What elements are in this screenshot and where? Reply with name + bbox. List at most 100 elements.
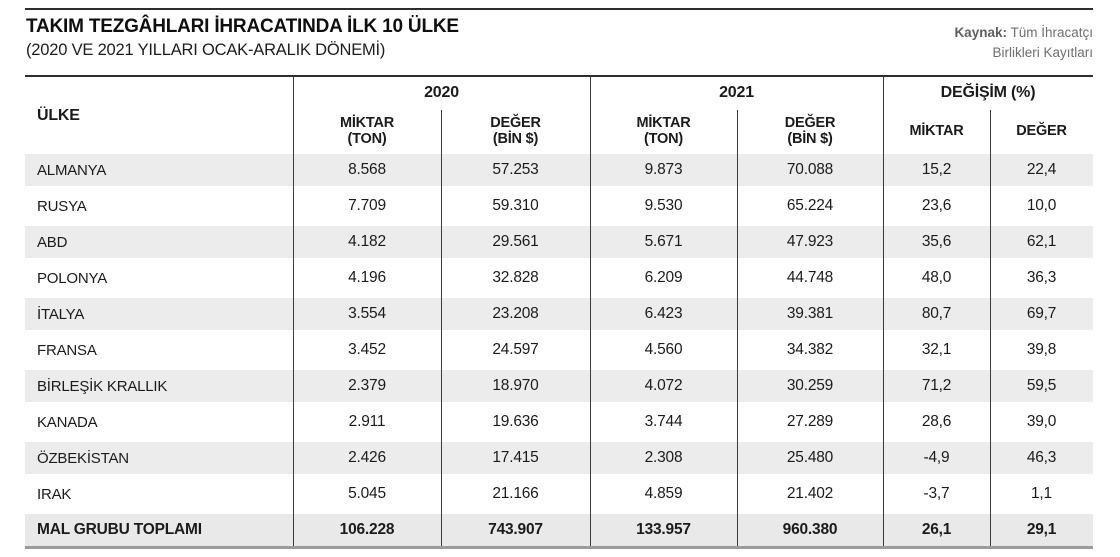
header-miktar-label: MİKTAR xyxy=(636,114,691,131)
header-2020-deger: DEĞER (BİN $) xyxy=(441,111,590,151)
cell-change-miktar: -3,7 xyxy=(923,485,950,502)
header-deger-label: DEĞER xyxy=(490,114,541,131)
source-line-2: Birlikleri Kayıtları xyxy=(992,45,1093,61)
table-row: ABD 4.182 29.561 5.671 47.923 35,6 62,1 xyxy=(25,226,1093,258)
cell-2021-deger: 27.289 xyxy=(786,413,834,430)
source-text-1: Tüm İhracatçı xyxy=(1006,25,1093,40)
header-group-2020: 2020 xyxy=(424,84,459,101)
cell-2020-deger: 18.970 xyxy=(492,377,539,394)
divider-2020-inner xyxy=(441,110,442,546)
cell-country: ABD xyxy=(37,233,68,251)
table-row: KANADA 2.911 19.636 3.744 27.289 28,6 39… xyxy=(25,406,1093,438)
table-row: RUSYA 7.709 59.310 9.530 65.224 23,6 10,… xyxy=(25,190,1093,222)
cell-2021-miktar: 4.560 xyxy=(644,341,683,358)
cell-change-deger: 10,0 xyxy=(1026,197,1057,214)
divider-2021-change xyxy=(883,77,884,546)
cell-2021-miktar: 2.308 xyxy=(644,449,683,466)
cell-2020-miktar: 3.554 xyxy=(348,305,386,322)
cell-total-2021-miktar: 133.957 xyxy=(636,521,691,538)
header-ton-label: (TON) xyxy=(643,131,683,147)
cell-total-2021-deger: 960.380 xyxy=(782,521,838,538)
header-change-miktar: MİKTAR xyxy=(883,111,990,151)
cell-country: RUSYA xyxy=(37,197,87,215)
cell-change-miktar: 15,2 xyxy=(921,161,952,178)
cell-country: FRANSA xyxy=(37,341,97,359)
cell-total-2020-deger: 743.907 xyxy=(488,521,543,538)
cell-2020-miktar: 3.452 xyxy=(348,341,386,358)
cell-change-miktar: 32,1 xyxy=(921,341,952,358)
cell-change-miktar: 71,2 xyxy=(921,377,952,394)
cell-change-deger: 1,1 xyxy=(1031,485,1052,502)
cell-change-deger: 69,7 xyxy=(1026,305,1057,322)
header-bin-label: (BİN $) xyxy=(492,131,539,147)
cell-2021-deger: 39.381 xyxy=(786,305,834,322)
divider-2020-2021 xyxy=(590,77,591,546)
data-table: ÜLKE 2020 2021 DEĞİŞİM (%) MİKTAR (TON) … xyxy=(25,75,1093,549)
cell-2020-deger: 23.208 xyxy=(492,305,539,322)
cell-change-miktar: 35,6 xyxy=(921,233,952,250)
table-row: FRANSA 3.452 24.597 4.560 34.382 32,1 39… xyxy=(25,334,1093,366)
cell-country: ALMANYA xyxy=(37,161,107,179)
cell-2021-miktar: 3.744 xyxy=(644,413,683,430)
table-row: BİRLEŞİK KRALLIK 2.379 18.970 4.072 30.2… xyxy=(25,370,1093,402)
table-row: ÖZBEKİSTAN 2.426 17.415 2.308 25.480 -4,… xyxy=(25,442,1093,474)
table-total-row: MAL GRUBU TOPLAMI 106.228 743.907 133.95… xyxy=(25,514,1093,546)
cell-change-deger: 22,4 xyxy=(1026,161,1057,178)
cell-change-miktar: 80,7 xyxy=(921,305,952,322)
cell-total-2020-miktar: 106.228 xyxy=(339,521,395,538)
cell-2021-deger: 25.480 xyxy=(786,449,834,466)
cell-2021-miktar: 9.873 xyxy=(644,161,683,178)
cell-2020-deger: 24.597 xyxy=(492,341,539,358)
header-deger-label: DEĞER xyxy=(1016,122,1067,139)
cell-2020-miktar: 4.182 xyxy=(348,233,386,250)
table-row: POLONYA 4.196 32.828 6.209 44.748 48,0 3… xyxy=(25,262,1093,294)
cell-2021-miktar: 4.072 xyxy=(644,377,683,394)
cell-2020-deger: 59.310 xyxy=(492,197,539,214)
cell-change-miktar: -4,9 xyxy=(923,449,950,466)
header-country: ÜLKE xyxy=(37,106,80,124)
cell-2021-miktar: 4.859 xyxy=(644,485,683,502)
cell-change-deger: 59,5 xyxy=(1026,377,1057,394)
cell-2020-deger: 32.828 xyxy=(492,269,539,286)
source-label: Kaynak: xyxy=(954,25,1007,40)
cell-country: KANADA xyxy=(37,413,98,431)
cell-2020-deger: 19.636 xyxy=(492,413,539,430)
cell-2021-deger: 30.259 xyxy=(786,377,834,394)
page-title: TAKIM TEZGÂHLARI İHRACATINDA İLK 10 ÜLKE xyxy=(26,16,459,37)
table-row: ALMANYA 8.568 57.253 9.873 70.088 15,2 2… xyxy=(25,154,1093,186)
cell-country: BİRLEŞİK KRALLIK xyxy=(37,377,168,395)
divider-2021-inner xyxy=(737,110,738,546)
cell-2021-deger: 47.923 xyxy=(786,233,834,250)
cell-2021-deger: 21.402 xyxy=(786,485,834,502)
cell-2021-deger: 65.224 xyxy=(786,197,834,214)
header-bin-label: (BİN $) xyxy=(787,131,833,147)
table-row: İTALYA 3.554 23.208 6.423 39.381 80,7 69… xyxy=(25,298,1093,330)
cell-change-deger: 62,1 xyxy=(1026,233,1057,250)
cell-country: IRAK xyxy=(37,485,72,503)
cell-change-deger: 46,3 xyxy=(1026,449,1057,466)
source-note: Kaynak: Tüm İhracatçı Birlikleri Kayıtla… xyxy=(954,23,1093,64)
cell-2021-miktar: 5.671 xyxy=(644,233,683,250)
page-subtitle: (2020 VE 2021 YILLARI OCAK-ARALIK DÖNEMİ… xyxy=(26,41,386,59)
cell-change-deger: 39,0 xyxy=(1026,413,1057,430)
cell-change-deger: 36,3 xyxy=(1026,269,1057,286)
cell-total-label: MAL GRUBU TOPLAMI xyxy=(37,521,202,538)
cell-2020-miktar: 8.568 xyxy=(348,161,386,178)
header-miktar-label: MİKTAR xyxy=(339,114,395,131)
cell-2021-deger: 70.088 xyxy=(786,161,834,178)
cell-total-change-miktar: 26,1 xyxy=(921,521,952,538)
cell-country: İTALYA xyxy=(37,305,85,323)
source-line-1: Kaynak: Tüm İhracatçı xyxy=(954,23,1093,43)
cell-total-change-deger: 29,1 xyxy=(1026,521,1057,538)
cell-2020-miktar: 2.379 xyxy=(348,377,386,394)
cell-country: POLONYA xyxy=(37,269,108,287)
header-deger-label: DEĞER xyxy=(784,114,836,131)
cell-change-miktar: 23,6 xyxy=(921,197,952,214)
header-group-change: DEĞİŞİM (%) xyxy=(940,84,1036,101)
cell-2021-miktar: 6.423 xyxy=(644,305,683,322)
cell-2020-miktar: 7.709 xyxy=(348,197,386,214)
cell-2021-miktar: 6.209 xyxy=(644,269,683,286)
cell-change-miktar: 28,6 xyxy=(921,413,952,430)
cell-2020-miktar: 2.426 xyxy=(348,449,386,466)
